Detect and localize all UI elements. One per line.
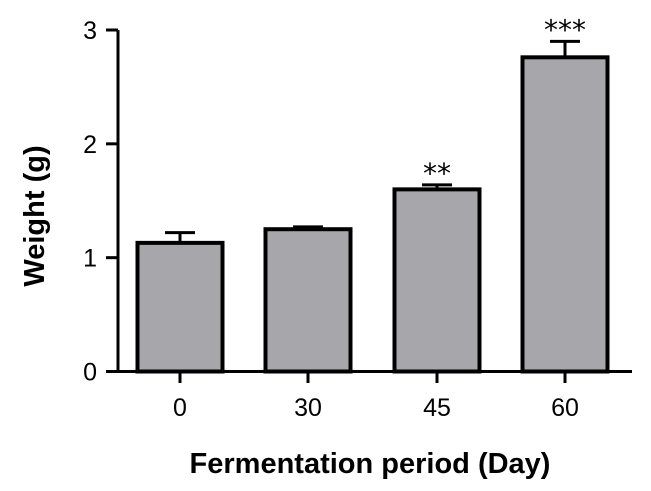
y-axis-title: Weight (g) [19,145,51,286]
x-tick-label-45: 45 [423,394,451,422]
y-tick-label-0: 0 [83,359,97,387]
significance-label-60: *** [544,13,586,46]
y-tick-label-3: 3 [83,17,97,45]
bar-30 [263,227,353,374]
y-tick-label-1: 1 [83,245,97,273]
x-axis-title: Fermentation period (Day) [190,448,551,480]
x-tick-label-30: 30 [294,394,322,422]
x-tick-label-60: 60 [551,394,579,422]
x-ticks-layer: 0 30 45 60 [173,371,579,422]
bar-45 [392,187,482,374]
y-tick-label-2: 2 [83,131,97,159]
significance-label-45: ** [423,157,451,190]
bar-0 [135,240,225,374]
significance-layer: ***** [423,13,586,189]
x-tick-label-0: 0 [173,394,187,422]
axes-layer [116,30,632,373]
bars-layer [135,55,610,374]
y-ticks-layer: 0 1 2 3 [83,17,118,387]
bar-60 [520,55,610,374]
error-bars-layer [165,39,580,243]
